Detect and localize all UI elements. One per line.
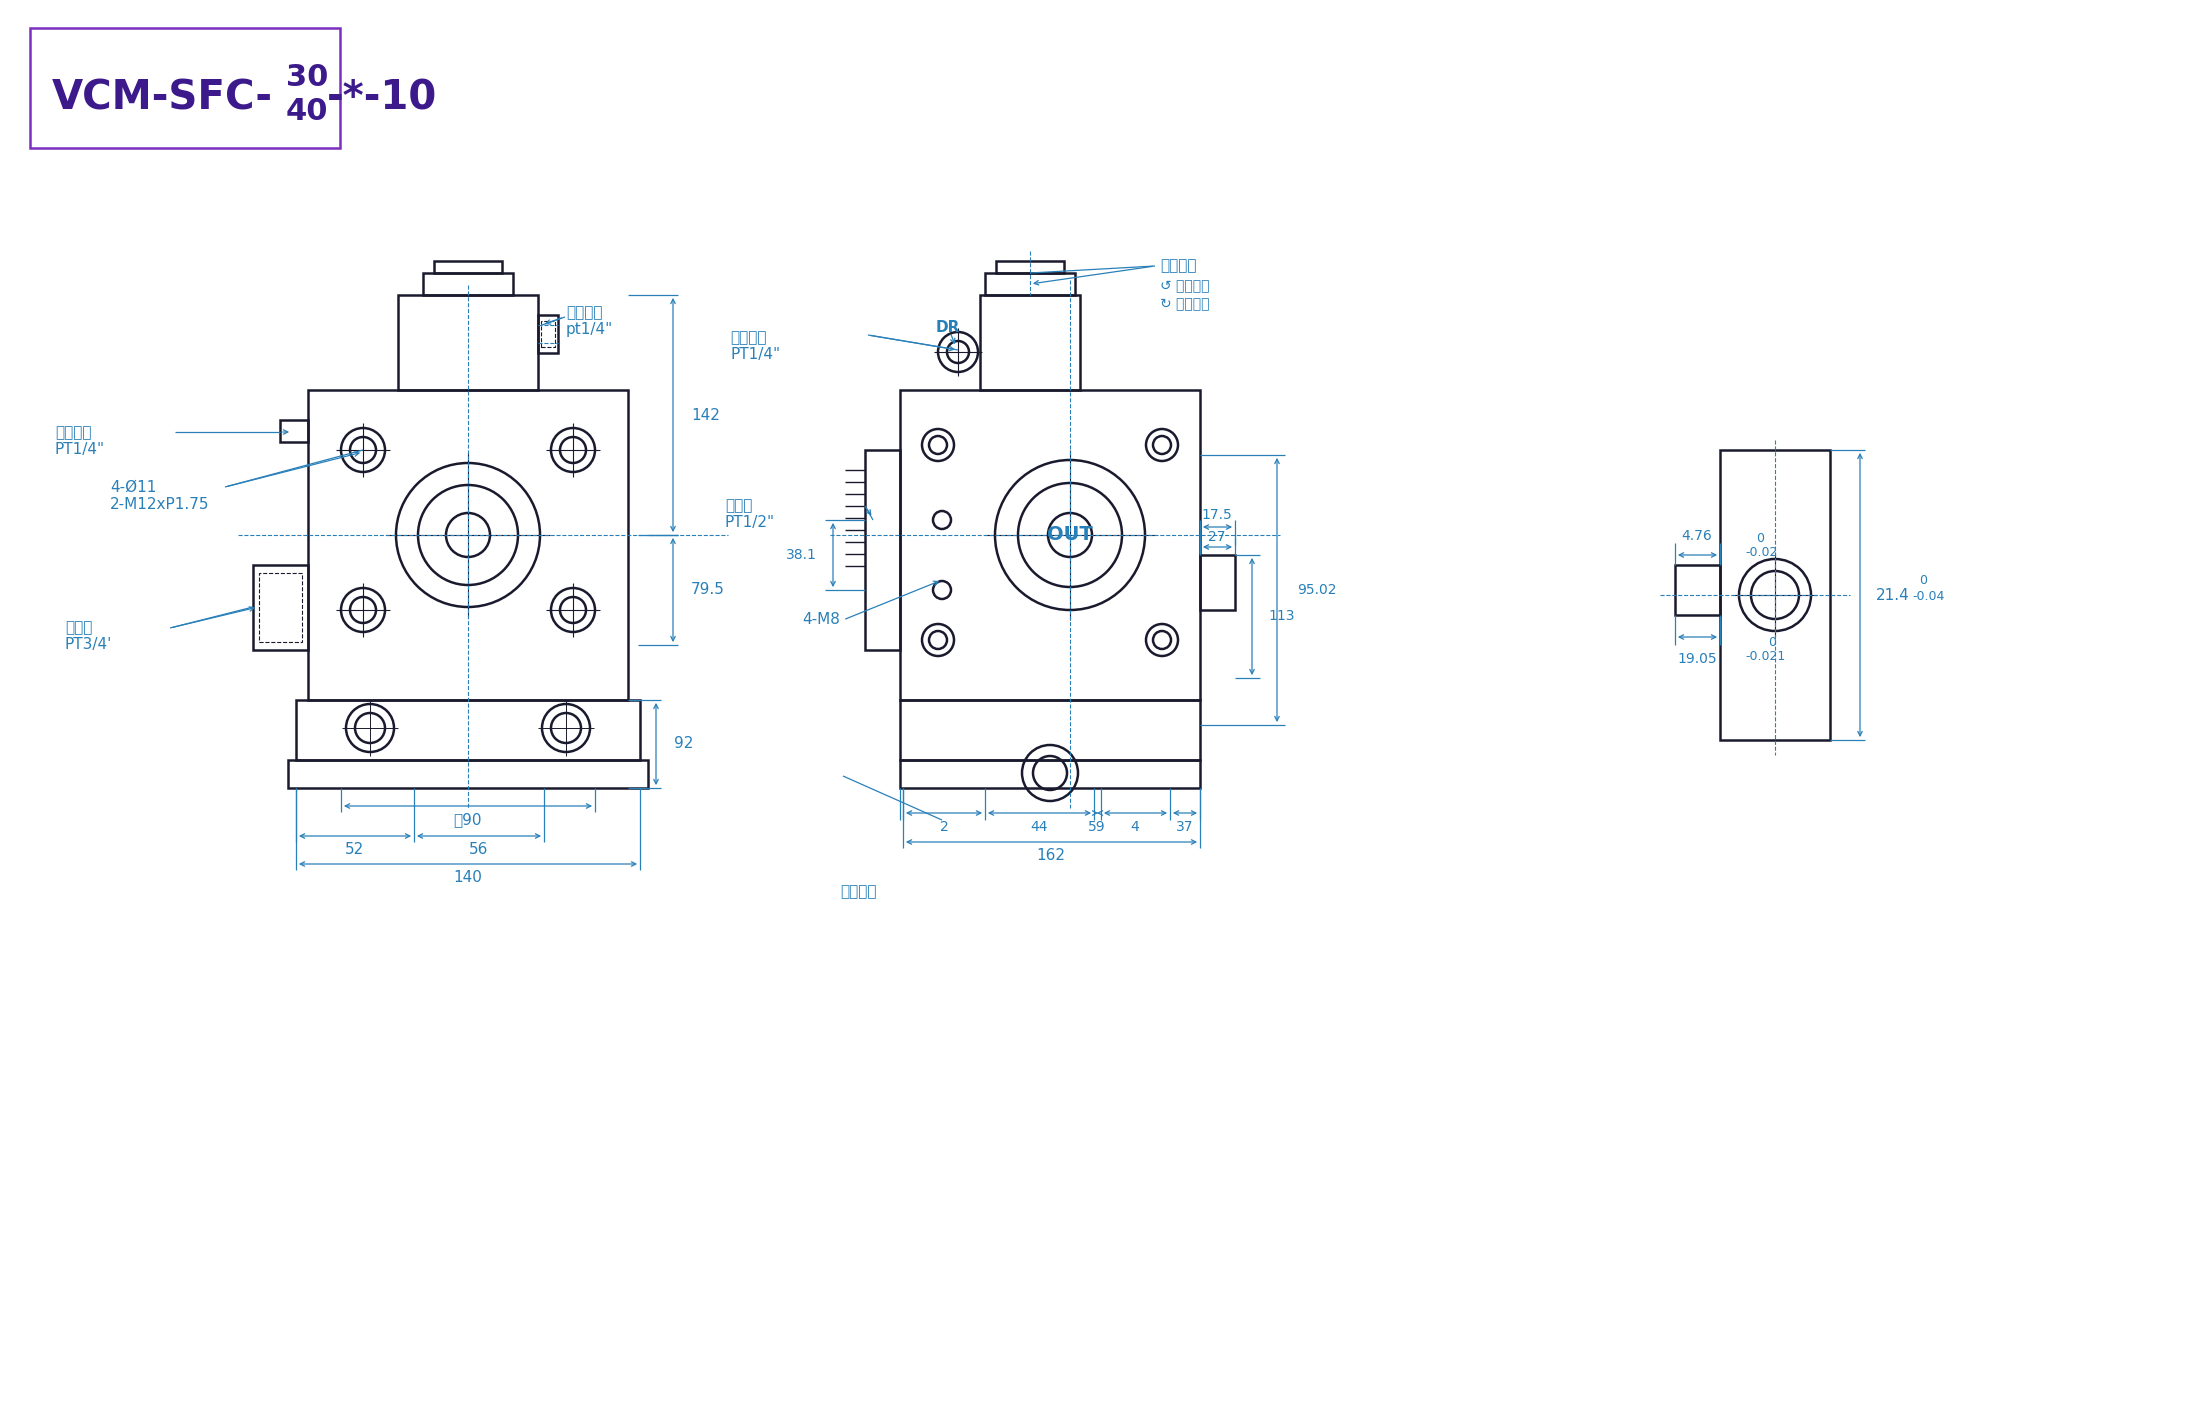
Text: 52: 52 (346, 843, 366, 858)
Bar (537, 315, 557, 353)
Text: 壓力調整: 壓力調整 (1160, 258, 1196, 273)
FancyBboxPatch shape (31, 28, 339, 149)
Text: 40: 40 (286, 98, 328, 126)
Text: 17.5: 17.5 (1202, 508, 1233, 522)
Text: 4: 4 (1130, 820, 1138, 834)
Text: 79.5: 79.5 (691, 582, 724, 597)
Text: VCM-SFC-: VCM-SFC- (53, 79, 273, 118)
Bar (260, 573, 302, 642)
Text: 流量調整: 流量調整 (839, 885, 876, 900)
Text: 44: 44 (1031, 820, 1048, 834)
Text: DR: DR (936, 320, 960, 335)
Text: 30: 30 (286, 63, 328, 93)
Text: 140: 140 (454, 871, 482, 886)
Bar (542, 321, 555, 348)
Text: 壓力錢孔
PT1/4": 壓力錢孔 PT1/4" (55, 425, 106, 457)
Text: 37: 37 (1176, 820, 1193, 834)
Bar (865, 450, 901, 651)
Text: ↻ 降低壓力: ↻ 降低壓力 (1160, 297, 1209, 311)
Bar (1200, 555, 1235, 610)
Text: 56: 56 (469, 843, 489, 858)
Text: 出油口
PT1/2": 出油口 PT1/2" (724, 498, 775, 530)
Text: 142: 142 (691, 408, 720, 422)
Text: -0.021: -0.021 (1744, 651, 1786, 663)
Text: ↺ 增加壓力: ↺ 增加壓力 (1160, 279, 1209, 293)
Bar (901, 760, 1200, 788)
Text: 113: 113 (1268, 608, 1295, 622)
Text: 0: 0 (1911, 573, 1929, 586)
Text: 95.02: 95.02 (1297, 583, 1337, 597)
Bar (901, 390, 1200, 700)
Text: 90: 90 (454, 813, 482, 827)
Text: 入油口
PT3/4': 入油口 PT3/4' (66, 620, 112, 652)
Bar (308, 390, 628, 700)
Bar (901, 700, 1200, 760)
Text: -0.04: -0.04 (1911, 590, 1944, 603)
Bar (295, 700, 641, 760)
Bar (984, 273, 1075, 294)
Bar (434, 261, 502, 273)
Text: 2: 2 (940, 820, 949, 834)
Text: 4.76: 4.76 (1682, 529, 1713, 543)
Text: 內溩油口
PT1/4": 內溩油口 PT1/4" (731, 329, 780, 362)
Bar (253, 565, 308, 651)
Text: 21.4: 21.4 (1876, 587, 1909, 603)
Text: 0: 0 (1744, 635, 1777, 649)
Text: 4-M8: 4-M8 (802, 613, 839, 628)
Bar (280, 421, 308, 442)
Bar (1676, 565, 1720, 615)
Text: 19.05: 19.05 (1678, 652, 1718, 666)
Text: 內溩油口
pt1/4": 內溩油口 pt1/4" (566, 306, 612, 338)
Text: 92: 92 (674, 736, 694, 751)
Text: 59: 59 (1088, 820, 1105, 834)
Bar (399, 294, 537, 390)
Text: 38.1: 38.1 (786, 548, 817, 562)
Text: -*-10: -*-10 (328, 79, 438, 118)
Text: 27: 27 (1209, 530, 1227, 544)
Bar (423, 273, 513, 294)
Bar (980, 294, 1079, 390)
Text: 162: 162 (1037, 848, 1066, 864)
Text: OUT: OUT (1048, 526, 1092, 544)
Bar (995, 261, 1064, 273)
Bar (1720, 450, 1830, 740)
Bar (288, 760, 647, 788)
Text: -0.02: -0.02 (1744, 547, 1777, 559)
Text: 4-Ø11
2-M12xP1.75: 4-Ø11 2-M12xP1.75 (110, 479, 209, 512)
Text: 0: 0 (1744, 531, 1766, 544)
